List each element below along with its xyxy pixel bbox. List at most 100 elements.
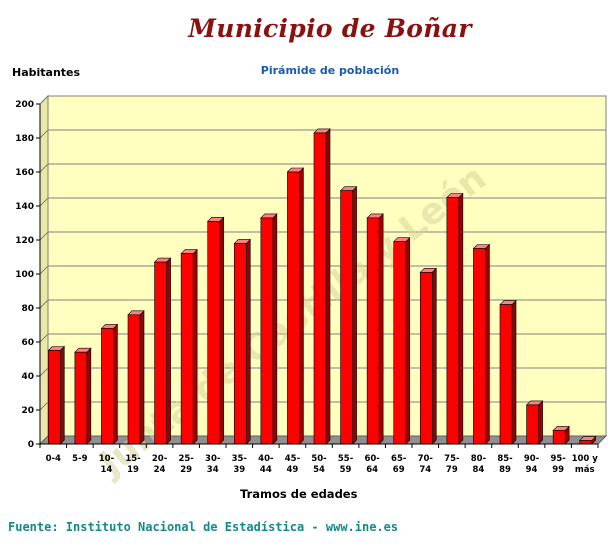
x-tick-label-line: 24 (154, 465, 166, 475)
x-tick-label: 50-54 (311, 454, 327, 475)
x-tick-label-line: 69 (393, 465, 405, 475)
x-axis-label: Tramos de edades (240, 487, 358, 501)
y-tick-label: 140 (15, 202, 34, 212)
x-tick-label: 70-74 (418, 454, 434, 475)
bar-8 (260, 213, 278, 445)
chart-subtitle: Pirámide de población (260, 64, 400, 77)
bar-19 (552, 425, 570, 445)
bar-front (499, 304, 513, 445)
x-tick-label: 100 y más (572, 454, 599, 475)
x-tick-label-line: 84 (473, 465, 485, 475)
bar-front (207, 221, 221, 445)
bar-12 (366, 213, 384, 445)
x-tick-label-line: 19 (127, 465, 139, 475)
gridline-depth (39, 129, 49, 139)
x-tick-label-line: 34 (207, 465, 219, 475)
y-tick-label: 160 (15, 168, 34, 178)
bar-1 (74, 347, 92, 445)
x-tick-label-line: 55- (338, 454, 354, 464)
x-tick-label-line: 94 (526, 465, 538, 475)
bar-15 (446, 192, 464, 445)
x-tick-label-line: 79 (446, 465, 458, 475)
bar-side (59, 345, 65, 445)
x-tick-label-line: 65- (391, 454, 407, 464)
bar-14 (419, 267, 438, 445)
bar-front (552, 430, 566, 445)
x-tick-label-line: 25- (178, 454, 194, 464)
bar-18 (525, 400, 544, 445)
bar-front (180, 253, 194, 445)
gridline-depth (39, 231, 49, 241)
bar-front (47, 350, 61, 445)
x-tick-label: 55-59 (338, 454, 354, 475)
x-tick-label-line: 90- (524, 454, 540, 464)
bar-4 (153, 257, 172, 445)
bar-side (538, 400, 543, 445)
y-tick-label: 100 (15, 270, 34, 280)
x-tick-label-line: 14 (101, 465, 113, 475)
x-tick-label: 75-79 (444, 454, 460, 475)
x-tick-label: 95-99 (550, 454, 566, 475)
gridline-depth (39, 197, 49, 207)
bar-front (419, 271, 433, 445)
x-tick-label-line: más (575, 465, 595, 475)
x-tick-label: 65-69 (391, 454, 407, 475)
gridline-depth (39, 367, 49, 377)
bar-side (485, 243, 490, 445)
bar-side (86, 347, 92, 445)
y-tick-label: 60 (21, 338, 34, 348)
bar-side (325, 128, 331, 445)
x-tick-label: 90-94 (524, 454, 540, 475)
x-tick-label: 85-89 (497, 454, 513, 475)
y-tick-label: 20 (21, 406, 34, 416)
bar-side (245, 238, 251, 445)
y-tick-label: 200 (15, 100, 34, 110)
bar-17 (499, 299, 517, 445)
x-tick-label: 5-9 (72, 454, 87, 464)
x-tick-label-line: 40- (258, 454, 274, 464)
bar-side (272, 213, 278, 445)
bar-front (154, 261, 167, 445)
x-tick-label-line: 95- (550, 454, 566, 464)
x-tick-label-line: 30- (205, 454, 221, 464)
bar-11 (339, 185, 358, 445)
x-tick-label-line: 75- (444, 454, 460, 464)
bar-0 (47, 345, 66, 445)
page-title: Municipio de Boñar (188, 14, 472, 43)
x-tick-label-line: 74 (419, 465, 431, 475)
x-tick-label-line: 15- (125, 454, 141, 464)
x-tick-label: 0-4 (46, 454, 61, 464)
x-tick-label-line: 39 (233, 465, 245, 475)
bar-front (260, 217, 274, 445)
bar-2 (100, 323, 119, 445)
bar-front (446, 197, 460, 445)
gridline-depth (39, 299, 49, 309)
bar-side (113, 323, 118, 445)
x-tick-label: 45-49 (285, 454, 301, 475)
bar-3 (127, 310, 145, 445)
x-tick-label-line: 10- (99, 454, 115, 464)
x-tick-label-line: 85- (497, 454, 513, 464)
x-tick-label-line: 99 (552, 465, 564, 475)
bar-side (219, 216, 225, 445)
bar-side (405, 236, 411, 445)
x-tick-label: 40-44 (258, 454, 274, 475)
bar-side (139, 310, 145, 445)
bar-front (340, 190, 353, 445)
x-tick-label-line: 70- (418, 454, 434, 464)
x-tick-label: 20-24 (152, 454, 168, 475)
bar-front (393, 241, 407, 445)
x-tick-label: 15-19 (125, 454, 141, 475)
gridline-depth (39, 401, 49, 411)
gridline-depth (39, 95, 49, 105)
x-tick-label: 10-14 (99, 454, 115, 475)
gridline-depth (39, 333, 49, 343)
x-tick-label-line: 50- (311, 454, 327, 464)
x-tick-label-line: 20- (152, 454, 168, 464)
x-tick-label-line: 49 (287, 465, 299, 475)
bar-side (431, 267, 437, 445)
bar-16 (472, 243, 491, 445)
bar-7 (233, 238, 252, 445)
gridline-depth (39, 265, 49, 275)
